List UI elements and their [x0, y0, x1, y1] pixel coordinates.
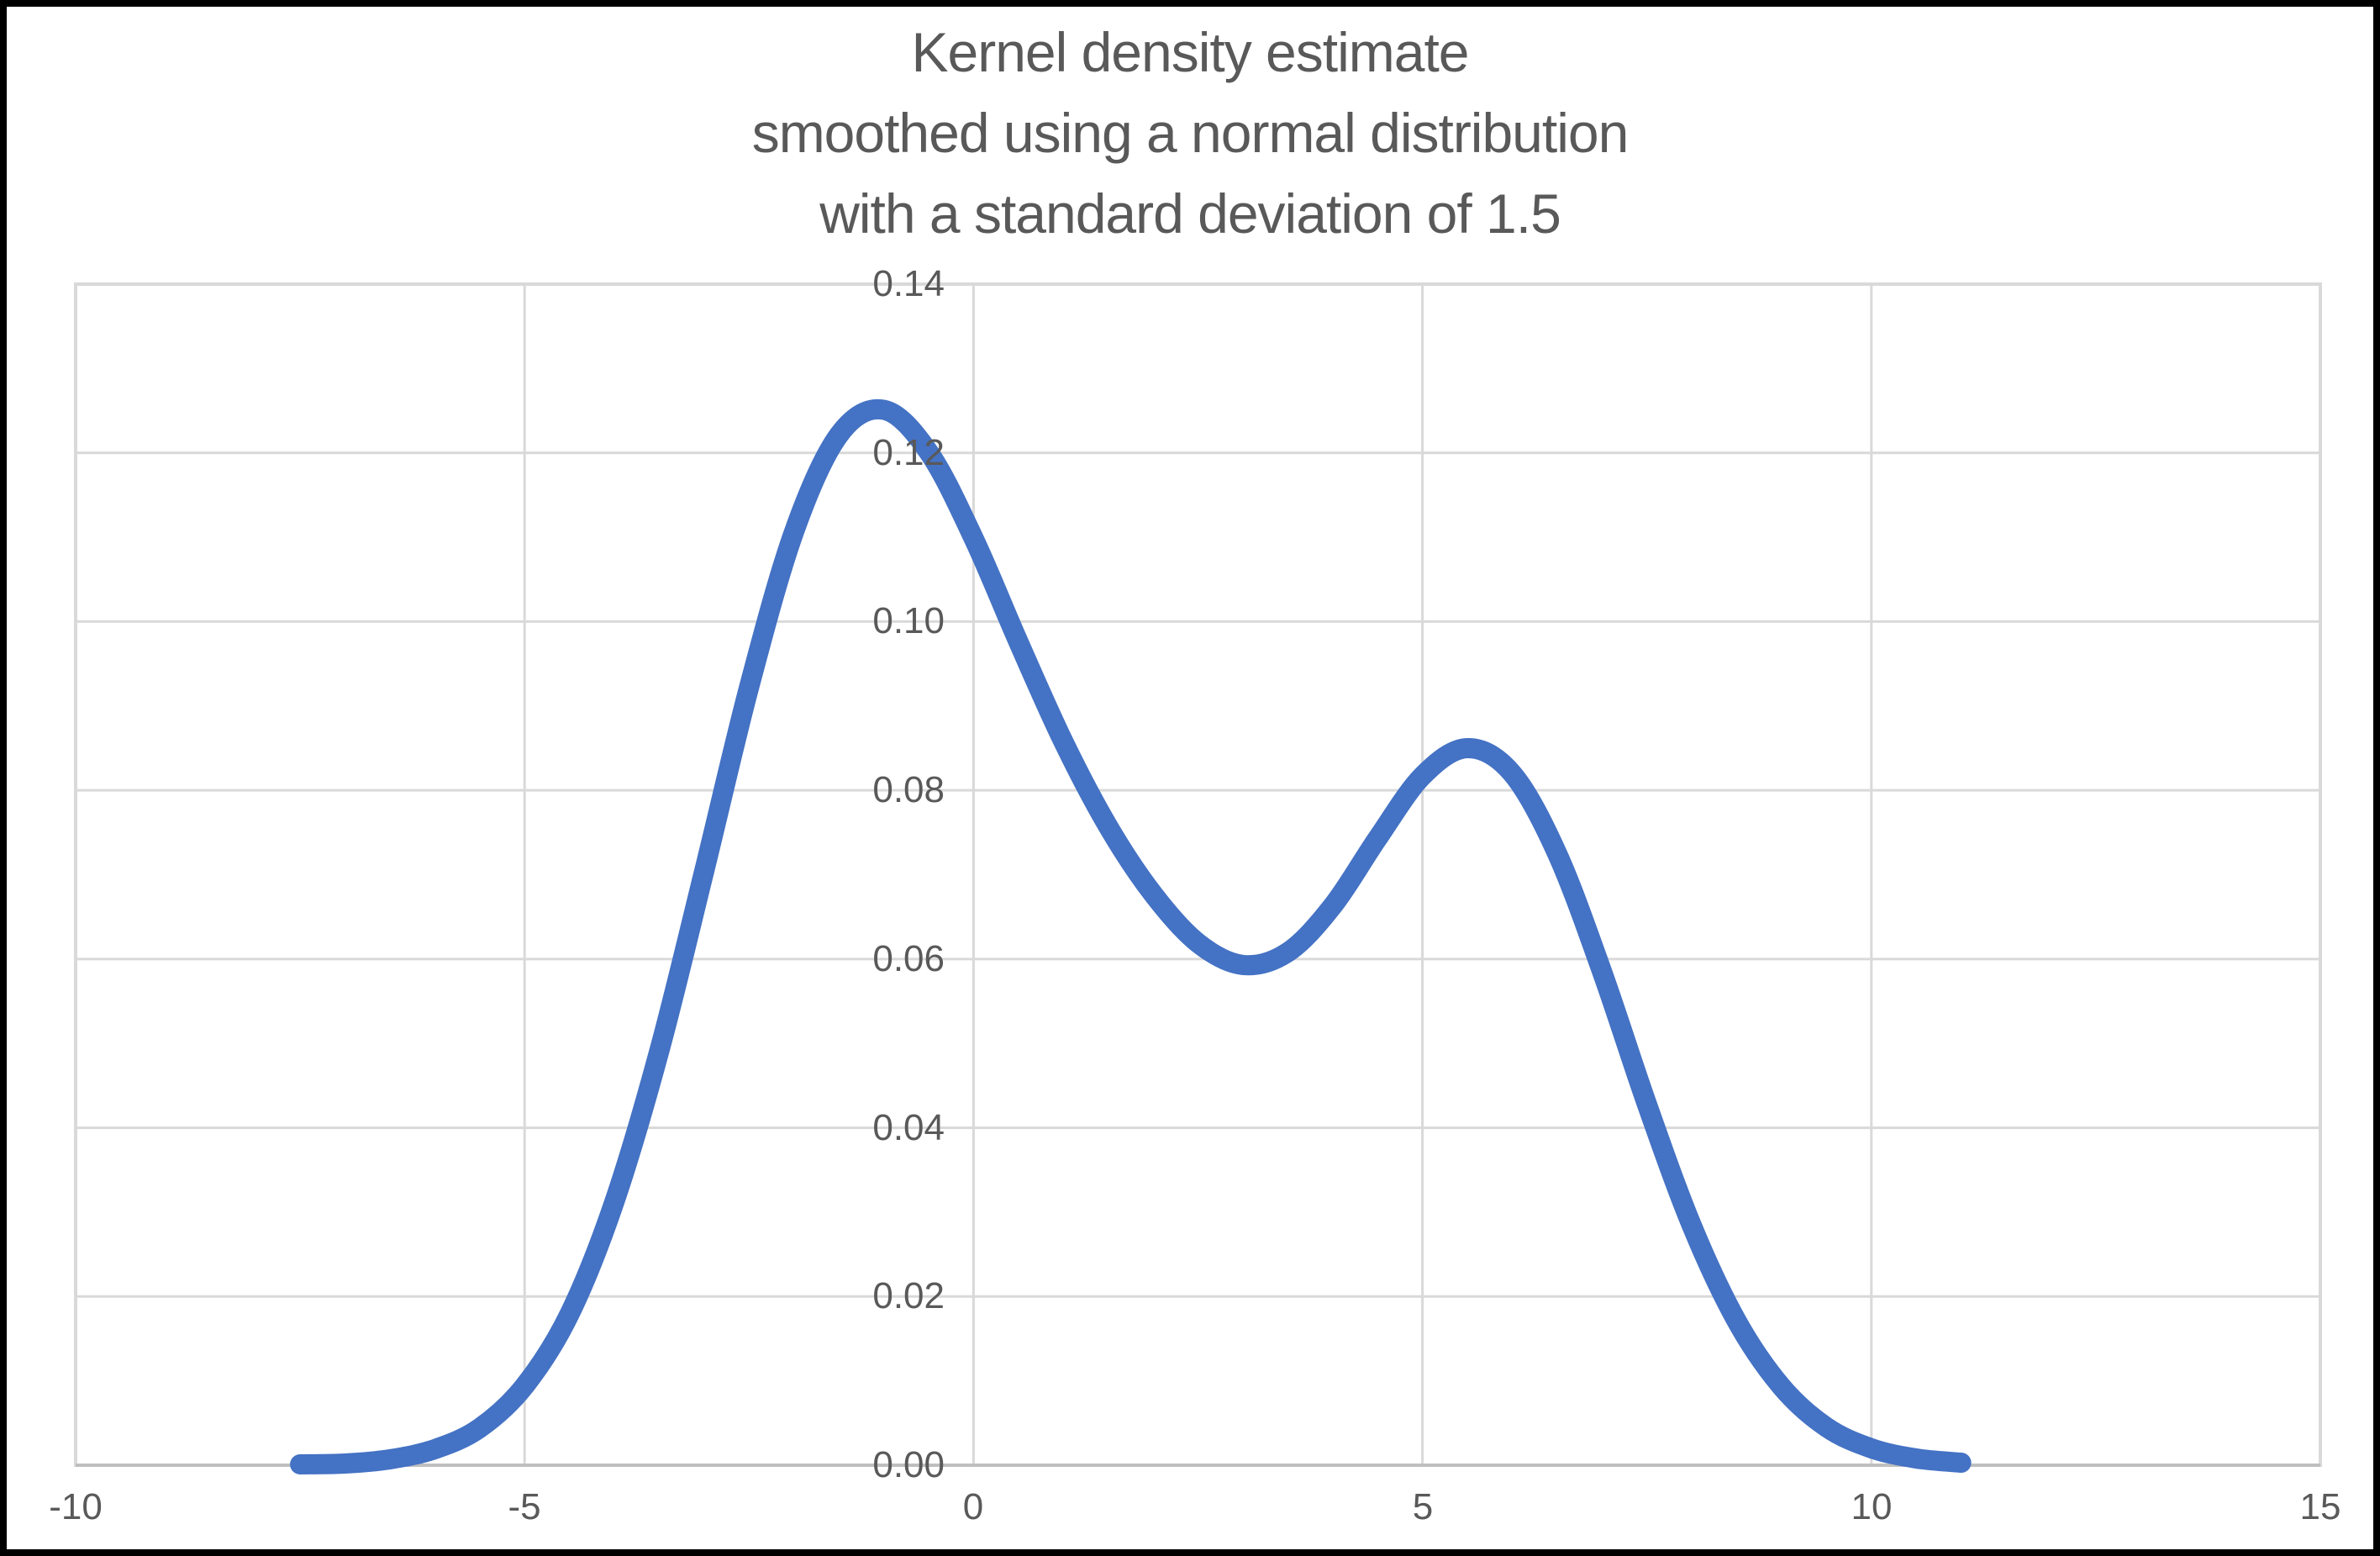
chart-title-line: with a standard deviation of 1.5 — [819, 182, 1561, 245]
axis-lines — [74, 282, 2322, 1467]
y-axis-tick-label: 0.12 — [872, 432, 945, 473]
y-axis-tick-label: 0.10 — [872, 600, 945, 641]
y-axis-tick-label: 0.04 — [872, 1107, 945, 1148]
chart-title-line: Kernel density estimate — [911, 21, 1469, 83]
y-axis-tick-label: 0.14 — [872, 263, 945, 304]
y-axis-tick-label: 0.06 — [872, 938, 945, 979]
chart-title: Kernel density estimate smoothed using a… — [7, 12, 2373, 254]
series-group — [290, 398, 1972, 1474]
x-axis-tick-label: 15 — [2299, 1486, 2341, 1527]
gridlines — [74, 282, 2322, 1467]
y-axis-tick-label: 0.00 — [872, 1444, 945, 1485]
x-axis-tick-label: 10 — [1851, 1486, 1893, 1527]
x-axis-tick-label: -10 — [49, 1486, 103, 1527]
y-axis-tick-label: 0.02 — [872, 1275, 945, 1316]
x-axis-tick-label: 0 — [962, 1486, 984, 1527]
y-axis-tick-label: 0.08 — [872, 769, 945, 810]
x-axis-tick-label: 5 — [1412, 1486, 1434, 1527]
chart-title-line: smoothed using a normal distribution — [751, 102, 1630, 164]
plot-area — [74, 282, 2322, 1474]
kde-curve-series — [290, 398, 1972, 1474]
plot-border — [74, 282, 2322, 1467]
x-axis-tick-label: -5 — [508, 1486, 541, 1527]
